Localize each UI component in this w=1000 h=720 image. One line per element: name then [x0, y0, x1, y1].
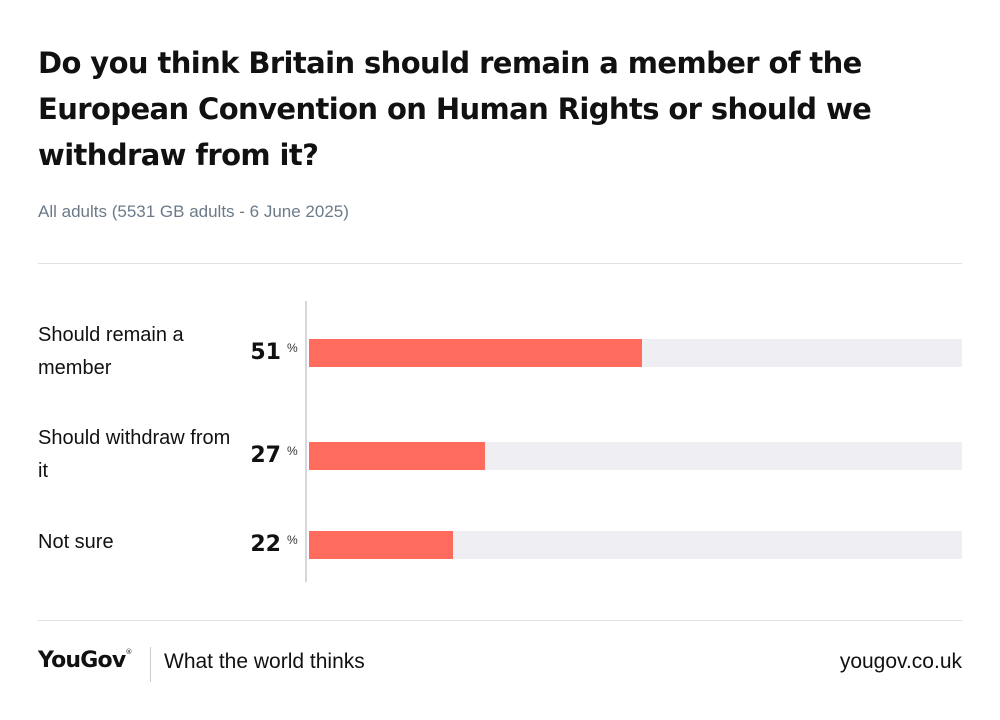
bar-track — [309, 531, 962, 559]
bottom-divider — [38, 620, 962, 621]
footer-url-link[interactable]: yougov.co.uk — [839, 650, 962, 673]
value-label: 22 — [250, 532, 281, 557]
bar — [309, 339, 642, 367]
footer-separator — [150, 647, 151, 682]
percent-unit: % — [287, 533, 298, 547]
registered-mark: ® — [125, 648, 133, 656]
footer-tagline: What the world thinks — [164, 650, 365, 673]
yougov-logo[interactable]: YouGov® — [38, 648, 132, 673]
category-label: Should remain a member — [38, 324, 184, 379]
chart-title: Do you think Britain should remain a mem… — [38, 46, 872, 172]
chart-axis-line — [305, 301, 307, 582]
percent-unit: % — [287, 444, 298, 458]
category-label: Not sure — [38, 531, 114, 553]
bar — [309, 531, 453, 559]
top-divider — [38, 263, 962, 264]
brand-name: YouGov — [38, 648, 126, 673]
category-label: Should withdraw from it — [38, 427, 231, 482]
value-label: 27 — [250, 443, 281, 468]
bar-track — [309, 442, 962, 470]
bar-track — [309, 339, 962, 367]
chart-subtitle: All adults (5531 GB adults - 6 June 2025… — [38, 202, 349, 221]
bar — [309, 442, 486, 470]
percent-unit: % — [287, 341, 298, 355]
value-label: 51 — [250, 340, 281, 365]
